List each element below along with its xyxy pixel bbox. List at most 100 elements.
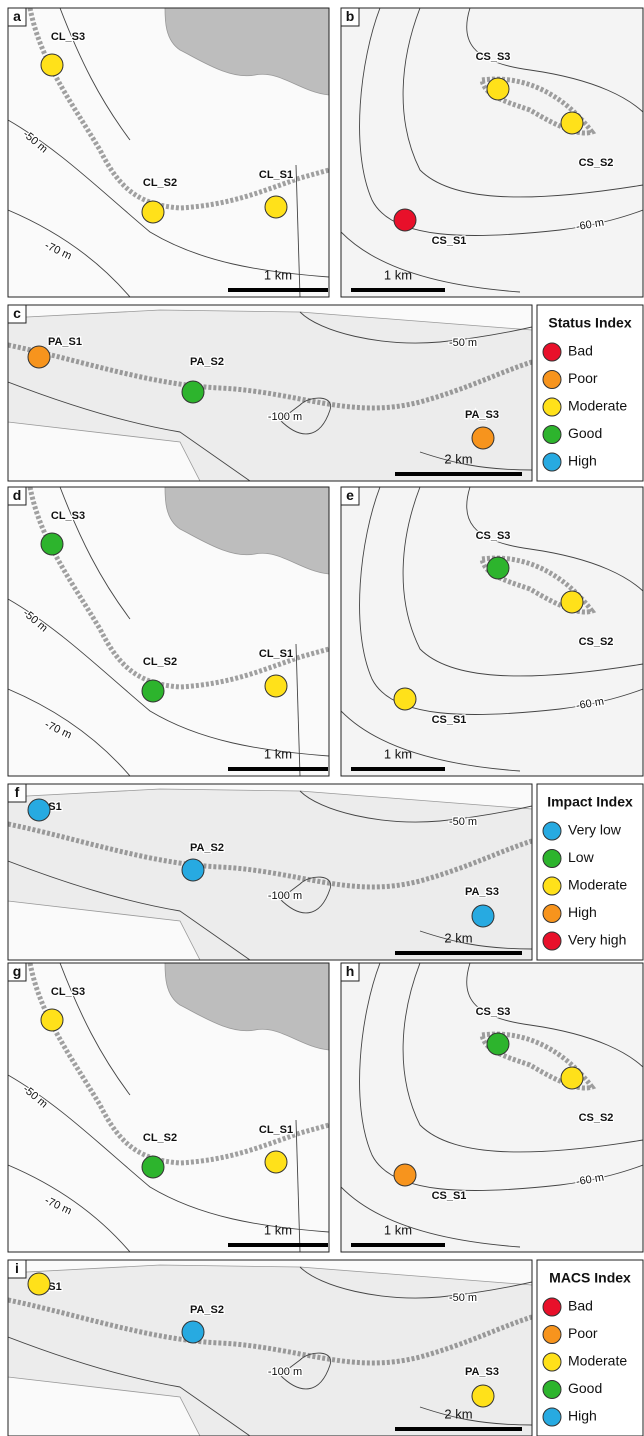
legend-label: Very high [568,932,626,948]
site-marker [265,675,287,697]
site-marker [182,381,204,403]
site-marker [142,201,164,223]
site-marker [41,1009,63,1031]
contour-label: -50 m [449,1292,477,1304]
map-panel: -50 m-70 mCL_S3CL_S2CL_S11 km [8,963,329,1252]
site-marker [41,533,63,555]
legend-marker [543,877,561,895]
legend-label: Bad [568,343,593,359]
legend-title: MACS Index [549,1270,631,1286]
legend-marker [543,932,561,950]
legend: Impact IndexVery lowLowModerateHighVery … [537,784,643,960]
legend-label: High [568,1408,597,1424]
map-panel: -50 m-100 mA_S1PA_S2PA_S32 km [8,1260,532,1436]
contour-label: -50 m [449,337,477,349]
legend-label: Bad [568,1298,593,1314]
site-marker [561,1067,583,1089]
site-label: CS_S3 [476,51,511,63]
site-label: CL_S3 [51,986,85,998]
site-marker [487,78,509,100]
site-label: PA_S2 [190,1304,224,1316]
legend-marker [543,850,561,868]
site-label: CS_S3 [476,530,511,542]
scale-label: 1 km [384,746,412,761]
panel-letter: g [13,963,22,979]
site-label: PA_S3 [465,409,499,421]
site-marker [142,1156,164,1178]
site-label: PA_S2 [190,356,224,368]
site-marker [394,1164,416,1186]
legend-label: Moderate [568,877,627,893]
site-marker [28,799,50,821]
map-panel: -50 m-70 mCL_S3CL_S2CL_S11 km [8,487,329,776]
scale-label: 1 km [384,267,412,282]
legend: Status IndexBadPoorModerateGoodHigh [537,305,643,481]
legend-label: High [568,904,597,920]
panel-letter: c [13,305,21,321]
scale-label: 2 km [444,930,472,945]
map-panel: -50 m-100 mA_S1PA_S2PA_S32 km [8,784,532,960]
legend-label: High [568,453,597,469]
site-label: PA_S2 [190,842,224,854]
site-marker [394,688,416,710]
site-marker [472,1385,494,1407]
map-content: -50 m-100 mA_S1PA_S2PA_S32 km [8,784,532,960]
site-marker [41,54,63,76]
panel-letter: b [346,8,355,24]
legend-marker [543,1298,561,1316]
scale-label: 2 km [444,451,472,466]
site-label: CL_S2 [143,656,177,668]
site-marker [182,1321,204,1343]
map-panel: -50 m -100 m PA_S1 PA_S2 PA_S3 2 km [8,305,532,481]
legend-label: Moderate [568,1353,627,1369]
panel-letter: i [15,1260,19,1276]
panel-letter: f [15,784,20,800]
contour-label: -50 m [449,816,477,828]
site-label: PA_S3 [465,1366,499,1378]
site-marker [561,591,583,613]
legend-marker [543,905,561,923]
map-content: -50 m-70 mCL_S3CL_S2CL_S11 km [8,8,329,297]
legend-marker [543,1326,561,1344]
legend-label: Poor [568,1325,598,1341]
site-marker [487,1033,509,1055]
site-label: PA_S3 [465,886,499,898]
legend-label: Moderate [568,398,627,414]
legend-label: Very low [568,822,622,838]
site-label: PA_S1 [48,336,82,348]
site-label: CS_S2 [579,157,614,169]
legend-title: Impact Index [547,794,633,810]
contour-label: -100 m [268,411,302,423]
site-marker [182,859,204,881]
legend-marker [543,398,561,416]
map-panel: -50 m-70 mCL_S3CL_S2CL_S11 km [8,8,329,297]
site-label: CS_S1 [432,714,467,726]
site-marker [487,557,509,579]
map-panel: -60 mCS_S3CS_S2CS_S11 km [341,963,643,1252]
scale-label: 2 km [444,1406,472,1421]
legend-marker [543,426,561,444]
legend-marker [543,1381,561,1399]
site-marker [142,680,164,702]
legend-marker [543,1353,561,1371]
scale-label: 1 km [264,1222,292,1237]
map-content: -50 m -100 m PA_S1 PA_S2 PA_S3 2 km [8,305,532,481]
site-marker [265,196,287,218]
site-label: CS_S1 [432,1190,467,1202]
legend-marker [543,343,561,361]
panel-letter: e [346,487,354,503]
legend: MACS Index Bad Poor Moderate Good High [537,1260,643,1436]
contour-label: -100 m [268,1366,302,1378]
legend-label: Good [568,425,602,441]
figure: -50 m-70 mCL_S3CL_S2CL_S11 kma-60 mCS_S3… [0,0,644,1436]
site-label: CS_S2 [579,636,614,648]
site-label: CS_S2 [579,1112,614,1124]
legend-label: Good [568,1380,602,1396]
panel-letter: a [13,8,21,24]
scale-label: 1 km [264,267,292,282]
